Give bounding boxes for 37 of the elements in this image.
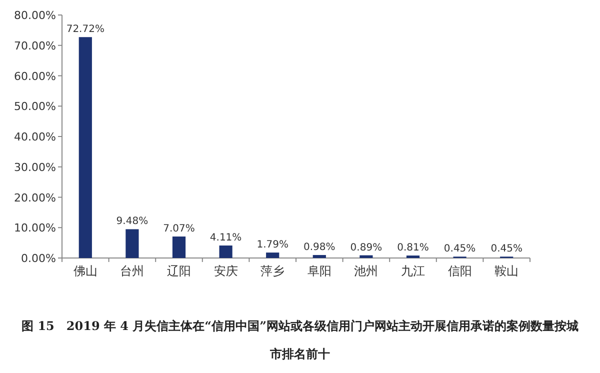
y-tick-label: 0.00% (21, 252, 56, 265)
text: 图 15 2019 年 4 月失信主体在“信用中国”网站或各级信用门户网站主动开展信用承诺的案例数量按城市排名前十 (20, 318, 580, 363)
bar (126, 229, 139, 258)
data-label: 0.89% (350, 242, 382, 254)
data-label: 9.48% (116, 216, 148, 228)
y-tick-label: 60.00% (14, 70, 56, 83)
data-label: 0.98% (304, 242, 336, 254)
bar (219, 246, 232, 258)
data-label: 4.11% (210, 232, 242, 244)
bar (312, 255, 326, 258)
y-tick-label: 20.00% (14, 191, 56, 204)
x-tick-label: 佛山 (73, 264, 98, 278)
bar (360, 255, 373, 258)
bar (172, 236, 186, 258)
y-tick-label: 10.00% (14, 222, 56, 235)
x-tick-label: 信阳 (448, 264, 472, 278)
bar (78, 37, 92, 258)
x-tick-label: 萍乡 (260, 264, 285, 278)
data-label: 1.79% (256, 240, 288, 251)
data-label: 0.45% (490, 244, 522, 255)
x-tick-label: 池州 (354, 264, 378, 278)
y-tick-label: 80.00% (14, 9, 56, 22)
y-tick-label: 70.00% (14, 39, 56, 52)
data-label: 0.81% (397, 242, 429, 254)
x-tick-label: 台州 (120, 264, 144, 278)
y-tick-label: 40.00% (14, 130, 56, 144)
y-tick-label: 50.00% (14, 100, 56, 114)
data-label: 7.07% (163, 224, 195, 235)
y-tick-label: 30.00% (14, 160, 56, 174)
x-tick-label: 鞍山 (494, 264, 519, 278)
x-tick-label: 九江 (401, 264, 425, 278)
data-label: 0.45% (444, 244, 476, 255)
x-tick-label: 辽阳 (167, 264, 191, 278)
bar (266, 252, 280, 258)
data-label: 72.72% (66, 24, 104, 36)
x-tick-label: 阜阳 (307, 264, 332, 278)
x-tick-label: 安庆 (214, 264, 238, 278)
